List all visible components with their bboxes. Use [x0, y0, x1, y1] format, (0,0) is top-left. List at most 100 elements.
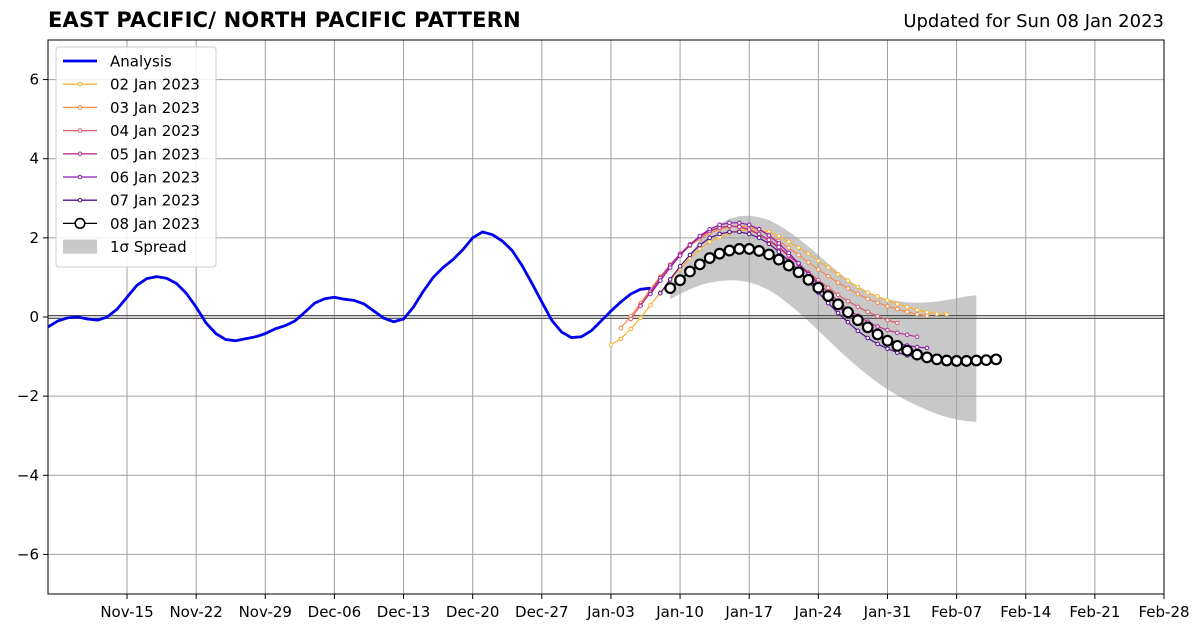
legend-label: 1σ Spread — [110, 238, 187, 256]
x-tick-label: Nov-22 — [169, 603, 222, 621]
forecast-point — [802, 273, 815, 286]
forecast-point — [825, 265, 831, 270]
forecast-point — [855, 291, 861, 297]
y-tick-label: −2 — [17, 387, 39, 405]
forecast-point — [746, 231, 752, 237]
forecast-point — [895, 320, 900, 326]
updated-date: Updated for Sun 08 Jan 2023 — [903, 11, 1164, 32]
forecast-point — [707, 235, 712, 241]
forecast-point — [763, 248, 775, 261]
legend-swatch-marker — [77, 105, 83, 110]
legend-label: 04 Jan 2023 — [110, 122, 200, 140]
x-tick-label: Dec-06 — [308, 603, 362, 621]
forecast-point — [816, 267, 821, 272]
forecast-point — [796, 245, 801, 251]
forecast-point — [924, 345, 930, 351]
forecast-point — [835, 271, 841, 277]
forecast-point — [658, 290, 663, 296]
forecast-point — [865, 309, 871, 315]
forecast-point — [885, 304, 890, 309]
forecast-point — [733, 243, 746, 255]
forecast-point — [871, 328, 884, 341]
forecast-point — [628, 316, 633, 322]
y-tick-label: 2 — [29, 229, 39, 247]
x-tick-label: Jan-24 — [794, 603, 843, 621]
forecast-point — [885, 346, 890, 351]
forecast-point — [875, 313, 880, 319]
forecast-point — [684, 265, 696, 278]
forecast-point — [865, 290, 871, 295]
forecast-point — [707, 239, 712, 245]
x-tick-label: Jan-31 — [863, 603, 912, 621]
legend-swatch-marker — [77, 151, 83, 157]
forecast-point — [895, 306, 900, 312]
forecast-point — [825, 285, 831, 291]
x-tick-label: Dec-27 — [515, 603, 569, 621]
chart-title: EAST PACIFIC/ NORTH PACIFIC PATTERN — [48, 8, 521, 32]
legend-swatch-marker — [77, 174, 83, 180]
forecast-point — [960, 355, 973, 367]
x-tick-label: Jan-03 — [586, 603, 635, 621]
analysis-line — [47, 230, 651, 343]
forecast-point — [766, 237, 772, 243]
legend-label: 02 Jan 2023 — [110, 76, 200, 94]
forecast-point — [687, 242, 693, 248]
legend: Analysis 02 Jan 2023 03 Jan 2023 04 Jan 202… — [55, 46, 217, 268]
forecast-point — [914, 344, 920, 350]
forecast-point — [875, 341, 880, 347]
forecast-point — [855, 284, 861, 290]
forecast-point — [786, 250, 792, 256]
forecast-point — [861, 321, 874, 334]
forecast-point — [756, 235, 762, 241]
forecast-point — [737, 220, 742, 226]
y-tick-label: 4 — [29, 150, 39, 168]
forecast-point — [667, 265, 673, 270]
forecast-point — [786, 239, 792, 245]
forecast-point — [891, 339, 904, 352]
y-tick-label: 0 — [29, 308, 39, 326]
forecast-point — [812, 281, 825, 294]
forecast-point — [796, 260, 801, 266]
forecast-point — [772, 253, 785, 266]
forecast-point — [851, 314, 864, 327]
series-layer — [47, 220, 1003, 367]
forecast-point — [885, 298, 890, 303]
forecast-point — [737, 224, 742, 230]
forecast-point — [924, 309, 930, 315]
forecast-point — [746, 222, 752, 228]
forecast-point — [737, 229, 742, 235]
legend-swatch-marker — [77, 197, 83, 203]
forecast-point — [845, 286, 851, 291]
forecast-point — [904, 332, 910, 338]
forecast-point — [930, 353, 943, 366]
forecast-point — [776, 241, 782, 246]
forecast-point — [806, 251, 811, 256]
legend-label: 07 Jan 2023 — [110, 192, 200, 210]
forecast-point — [914, 334, 920, 340]
forecast-point — [904, 309, 910, 315]
forecast-point — [667, 277, 673, 282]
forecast-point — [865, 296, 871, 302]
x-tick-label: Feb-07 — [931, 603, 982, 621]
legend-label: 06 Jan 2023 — [110, 169, 200, 187]
forecast-point — [766, 233, 772, 238]
forecast-point — [845, 298, 851, 304]
forecast-point — [766, 241, 772, 247]
forecast-point — [842, 306, 854, 319]
forecast-point — [727, 229, 732, 235]
forecast-point — [674, 274, 686, 287]
forecast-point — [687, 252, 693, 258]
forecast-point — [832, 298, 844, 311]
forecast-point — [743, 243, 756, 255]
forecast-point — [697, 246, 703, 252]
forecast-point — [822, 290, 835, 302]
forecast-point — [885, 327, 890, 333]
forecast-point — [792, 266, 805, 279]
forecast-point — [727, 220, 732, 226]
forecast-point — [746, 227, 752, 232]
forecast-point — [904, 304, 910, 310]
forecast-point — [855, 328, 861, 334]
forecast-point — [707, 226, 712, 232]
legend-label: 08 Jan 2023 — [110, 215, 200, 233]
forecast-point — [756, 226, 762, 232]
